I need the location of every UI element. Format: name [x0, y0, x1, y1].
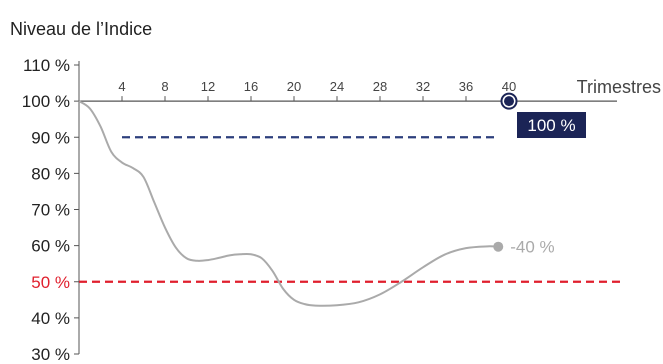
y-tick-label: 80 % [31, 164, 70, 183]
x-tick-label: 16 [244, 79, 258, 94]
reference-lines [79, 136, 622, 283]
marker-label-box [517, 112, 586, 138]
chart-title: Niveau de l’Indice [10, 19, 152, 39]
y-tick-label: 100 % [22, 92, 70, 111]
x-tick-label: 24 [330, 79, 344, 94]
series-layer: -40 % [78, 100, 555, 307]
y-tick-label: 110 % [23, 56, 70, 75]
y-tick-label: 30 % [31, 345, 70, 364]
x-tick-label: 28 [373, 79, 387, 94]
y-tick-label: 50 % [31, 273, 70, 292]
y-tick-label: 70 % [31, 201, 70, 220]
marker-dot [504, 96, 514, 107]
series-end-point [493, 241, 504, 252]
x-tick-label: 12 [201, 79, 215, 94]
x-axis-label: Trimestres [577, 77, 661, 97]
x-tick-label: 32 [416, 79, 430, 94]
y-tick-label: 90 % [31, 128, 70, 147]
x-tick-label: 8 [161, 79, 168, 94]
x-tick-label: 36 [459, 79, 473, 94]
series-end-label: -40 % [510, 238, 554, 257]
x-tick-label: 40 [502, 79, 516, 94]
marker-label: 100 % [527, 116, 575, 135]
x-tick-label: 20 [287, 79, 301, 94]
series-line [78, 100, 499, 307]
axes: 110 % 100 % 90 % 80 % 70 % 60 % 50 % 40 % 30 % 4 8… [22, 56, 617, 364]
y-tick-label: 60 % [31, 237, 70, 256]
x-tick-label: 4 [118, 79, 125, 94]
marker-layer: 100 % [500, 92, 586, 138]
y-tick-label: 40 % [31, 309, 70, 328]
